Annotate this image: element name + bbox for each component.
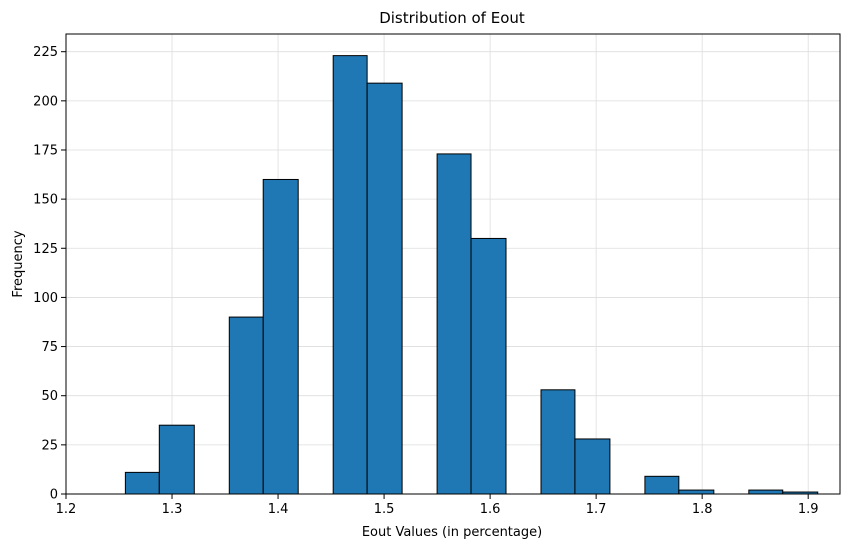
histogram-bar [366, 82, 403, 495]
y-tick-label: 175 [33, 143, 58, 158]
x-tick-label: 1.2 [56, 502, 77, 517]
y-tick-label: 150 [33, 193, 58, 208]
histogram-bar [262, 178, 299, 495]
y-axis-title: Frequency [11, 230, 26, 297]
chart-title: Distribution of Eout [379, 9, 525, 27]
y-tick-label: 50 [41, 389, 58, 404]
plot-frame [65, 33, 841, 495]
histogram-bar [748, 489, 784, 495]
x-tick-label: 1.9 [798, 502, 819, 517]
histogram-bar [158, 424, 195, 495]
histogram-bar [332, 55, 368, 495]
histogram-bar [574, 438, 611, 495]
histogram-bar [436, 153, 472, 495]
y-tick-label: 200 [33, 94, 58, 109]
y-tick-label: 25 [41, 438, 58, 453]
histogram-bar [540, 389, 576, 495]
histogram-bar [678, 489, 715, 495]
y-tick-label: 0 [50, 488, 58, 503]
histogram-bar [644, 475, 680, 495]
histogram-bar [124, 471, 160, 495]
x-tick-label: 1.5 [374, 502, 395, 517]
x-tick-label: 1.4 [268, 502, 289, 517]
histogram-bar [470, 237, 507, 495]
y-tick-label: 125 [33, 242, 58, 257]
tick-layer: 0 25 50 75 100 125 150 175 200 225 1.2 1.3 1.4 1.5 1.6… [33, 45, 818, 517]
x-tick-label: 1.6 [480, 502, 501, 517]
x-tick-label: 1.8 [692, 502, 713, 517]
x-axis-title: Eout Values (in percentage) [362, 525, 542, 540]
y-tick-label: 225 [33, 45, 58, 60]
x-tick-label: 1.7 [586, 502, 607, 517]
y-tick-label: 75 [41, 340, 58, 355]
y-tick-label: 100 [33, 291, 58, 306]
histogram-bar [228, 316, 264, 495]
x-tick-label: 1.3 [162, 502, 183, 517]
bar-layer [124, 55, 819, 495]
